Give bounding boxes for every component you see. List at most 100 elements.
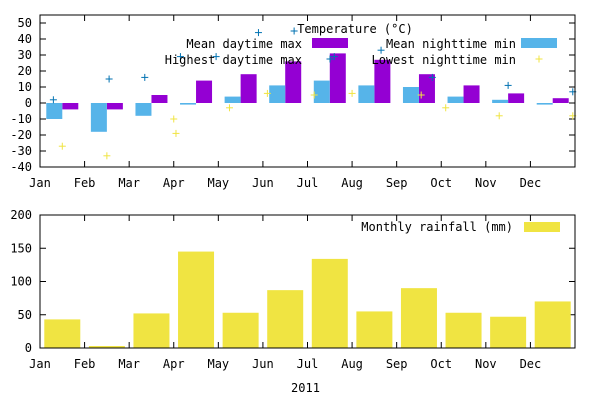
panel-2-bar-monthly-rainfall-mm--apr xyxy=(178,251,215,348)
panel-1-ytick-label: 10 xyxy=(18,80,32,94)
panel-2-xtick-label: Nov xyxy=(475,357,497,371)
panel-2-xtick-label: Mar xyxy=(118,357,140,371)
panel-1-point-lowest-nighttime-min xyxy=(225,104,233,112)
panel-1-ytick-label: -10 xyxy=(10,112,32,126)
panel-1-point-highest-daytime-max xyxy=(254,29,262,37)
panel-2-bar-monthly-rainfall-mm--may xyxy=(222,312,259,348)
panel-1-ytick-label: -30 xyxy=(10,144,32,158)
panel-1-bar-mean-nighttime-min-aug xyxy=(358,85,375,103)
panel-1-point-lowest-nighttime-min xyxy=(495,112,503,120)
panel-1-xtick-label: Nov xyxy=(475,176,497,190)
panel-1-bar-mean-daytime-max-may xyxy=(240,74,257,103)
panel-1-bar-mean-nighttime-min-apr xyxy=(180,103,197,105)
panel-1-bar-mean-nighttime-min-mar xyxy=(135,103,152,116)
panel-1-bar-mean-daytime-max-feb xyxy=(106,103,123,110)
panel-1-legend-swatch xyxy=(312,38,348,48)
panel-1-bar-mean-nighttime-min-may xyxy=(224,96,241,103)
panel-1-point-highest-daytime-max xyxy=(212,53,220,61)
panel-1-point-lowest-nighttime-min xyxy=(442,104,450,112)
panel-2-xtick-label: Oct xyxy=(430,357,452,371)
panel-1-bar-mean-nighttime-min-jul xyxy=(313,80,330,103)
panel-2-bar-monthly-rainfall-mm--oct xyxy=(445,312,482,348)
panel-2-bar-monthly-rainfall-mm--sep xyxy=(400,288,437,348)
panel-2-ytick-label: 150 xyxy=(10,241,32,255)
panel-1-legend-swatch xyxy=(521,38,557,48)
panel-1-point-lowest-nighttime-min xyxy=(172,129,180,137)
panel-2-bar-monthly-rainfall-mm--mar xyxy=(133,313,170,348)
panel-1-xtick-label: Dec xyxy=(520,176,542,190)
panel-1-ytick-label: 20 xyxy=(18,64,32,78)
panel-2-bar-monthly-rainfall-mm--jul xyxy=(311,258,348,348)
panel-1-point-highest-daytime-max xyxy=(330,53,338,61)
panel-1-point-lowest-nighttime-min xyxy=(58,142,66,150)
panel-2-xtick-label: Feb xyxy=(74,357,96,371)
panel-2-ytick-label: 50 xyxy=(18,308,32,322)
panel-1-legend-label: Lowest nighttime min xyxy=(372,53,517,67)
panel-1-point-highest-daytime-max xyxy=(428,73,436,81)
panel-1-bar-mean-nighttime-min-nov xyxy=(492,99,509,103)
panel-1-ytick-label: -40 xyxy=(10,160,32,174)
panel-1-point-highest-daytime-max xyxy=(49,96,57,104)
panel-1-xtick-label: Jun xyxy=(252,176,274,190)
panel-2-legend-label: Monthly rainfall (mm) xyxy=(361,220,513,234)
panel-1-point-lowest-nighttime-min xyxy=(170,115,178,123)
panel-2-xtick-label: Jul xyxy=(297,357,319,371)
panel-1-legend-label: Highest daytime max xyxy=(165,53,302,67)
panel-1-bar-mean-daytime-max-jan xyxy=(62,103,79,110)
panel-1-xtick-label: Mar xyxy=(118,176,140,190)
panel-1-ytick-label: 30 xyxy=(18,48,32,62)
panel-1-point-highest-daytime-max xyxy=(377,46,385,54)
panel-1-bar-mean-nighttime-min-jan xyxy=(46,103,63,119)
panel-1-xtick-label: Apr xyxy=(163,176,185,190)
panel-1-bar-mean-daytime-max-sep xyxy=(418,74,435,103)
panel-2-bar-monthly-rainfall-mm--nov xyxy=(490,316,527,348)
panel-1-point-highest-daytime-max xyxy=(290,27,298,35)
panel-2-xtick-label: Apr xyxy=(163,357,185,371)
panel-2-frame xyxy=(39,214,576,349)
panel-1-bar-mean-daytime-max-jun xyxy=(285,61,302,103)
panel-1-xtick-label: Jul xyxy=(297,176,319,190)
panel-2-xtick-label: Aug xyxy=(341,357,363,371)
panel-1-point-lowest-nighttime-min xyxy=(263,89,271,97)
panel-1-bar-mean-daytime-max-dec xyxy=(552,98,569,103)
panel-2-xtick-label: Jan xyxy=(29,357,51,371)
panel-1-ytick-label: -20 xyxy=(10,128,32,142)
panel-1-point-lowest-nighttime-min xyxy=(348,89,356,97)
panel-1-title: Temperature (°C) xyxy=(297,22,413,36)
panel-2-bar-monthly-rainfall-mm--aug xyxy=(356,311,393,348)
panel-1-bar-mean-daytime-max-oct xyxy=(463,85,480,103)
panel-1-bar-mean-daytime-max-aug xyxy=(374,59,391,103)
panel-1-point-lowest-nighttime-min xyxy=(103,152,111,160)
panel-1-bar-mean-daytime-max-mar xyxy=(151,95,168,103)
panel-2-bar-monthly-rainfall-mm--feb xyxy=(88,346,125,348)
panel-2-legend-swatch xyxy=(524,222,560,232)
panel-2-ytick-label: 100 xyxy=(10,275,32,289)
panel-1-bar-mean-nighttime-min-dec xyxy=(536,103,553,105)
panel-1-point-lowest-nighttime-min xyxy=(310,91,318,99)
panel-2-xtick-label: Jun xyxy=(252,357,274,371)
panel-2-xtick-label: Sep xyxy=(386,357,408,371)
panel-1-bar-mean-daytime-max-jul xyxy=(329,53,346,103)
panel-1-legend-label: Mean nighttime min xyxy=(386,37,516,51)
panel-2-xtick-label: May xyxy=(207,357,229,371)
panel-1-legend-marker xyxy=(326,55,334,63)
panel-1-point-highest-daytime-max xyxy=(504,81,512,89)
panel-1-xtick-label: Aug xyxy=(341,176,363,190)
panel-2-bar-monthly-rainfall-mm--jun xyxy=(267,290,304,348)
panel-1-bar-mean-daytime-max-apr xyxy=(196,80,213,103)
panel-1-legend-label: Mean daytime max xyxy=(186,37,302,51)
panel-1-bar-mean-nighttime-min-oct xyxy=(447,96,464,103)
panel-1-ytick-label: 0 xyxy=(25,96,32,110)
panel-1-bar-mean-nighttime-min-feb xyxy=(90,103,107,132)
panel-2-bar-monthly-rainfall-mm--jan xyxy=(44,319,81,348)
panel-1-ytick-label: 50 xyxy=(18,16,32,30)
panel-1-point-highest-daytime-max xyxy=(105,75,113,83)
panel-2-ytick-label: 200 xyxy=(10,208,32,222)
panel-1-bar-mean-nighttime-min-sep xyxy=(402,87,419,103)
panel-1-point-lowest-nighttime-min xyxy=(417,91,425,99)
panel-1-xtick-label: Feb xyxy=(74,176,96,190)
panel-1-bar-mean-nighttime-min-jun xyxy=(269,85,286,103)
panel-1-ytick-label: 40 xyxy=(18,32,32,46)
